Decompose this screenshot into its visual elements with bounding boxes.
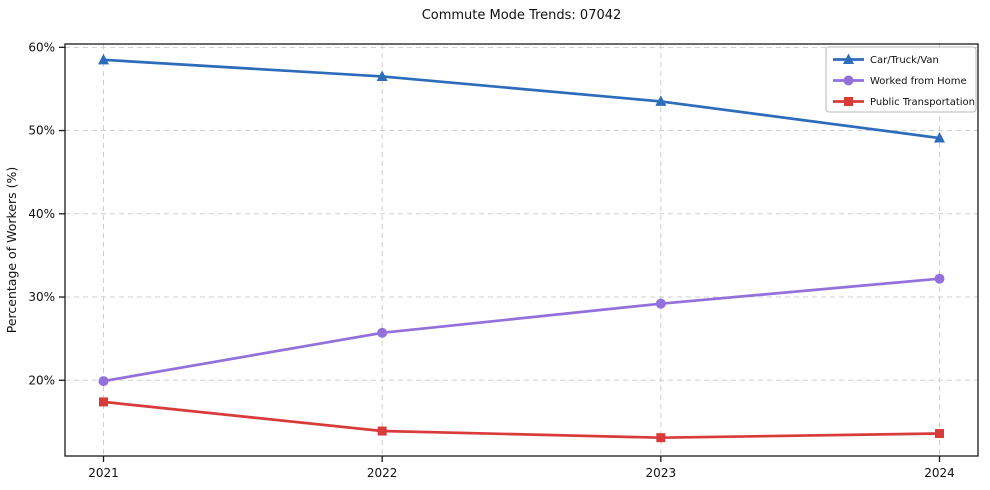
y-tick-label: 60% [28,40,55,54]
legend-marker-triangle [843,53,854,64]
legend-label: Worked from Home [870,76,967,87]
legend-label: Car/Truck/Van [870,55,939,66]
chart-title: Commute Mode Trends: 07042 [421,8,622,23]
y-axis-label: Percentage of Workers (%) [4,167,19,333]
plot-border [64,43,979,457]
x-tick-label: 2023 [646,466,677,480]
y-tick-label: 40% [28,207,55,221]
series-line-1 [102,277,941,383]
data-point-series-2 [656,433,666,443]
data-point-series-2 [935,429,944,439]
y-tick-label: 20% [28,373,55,387]
x-tick-label: 2021 [88,466,119,480]
y-tick-label: 50% [28,124,55,138]
legend-marker-circle [843,75,854,86]
data-point-series-0 [376,70,388,81]
data-point-series-1 [98,376,109,387]
legend-box [825,46,977,113]
legend-marker-square [844,97,853,106]
legend-label: Public Transportation [870,97,975,108]
data-point-series-2 [99,397,108,407]
series-line-2 [102,400,941,440]
data-point-series-1 [934,273,945,284]
x-tick-label: 2024 [924,466,955,480]
y-tick-label: 30% [28,290,55,304]
data-point-series-0 [655,95,667,106]
data-point-series-0 [98,53,109,65]
data-point-series-1 [655,298,666,309]
data-point-series-2 [377,426,387,436]
data-point-series-0 [934,132,945,143]
x-tick-label: 2022 [367,466,398,480]
series-line-0 [102,58,941,140]
data-point-series-1 [377,327,388,338]
